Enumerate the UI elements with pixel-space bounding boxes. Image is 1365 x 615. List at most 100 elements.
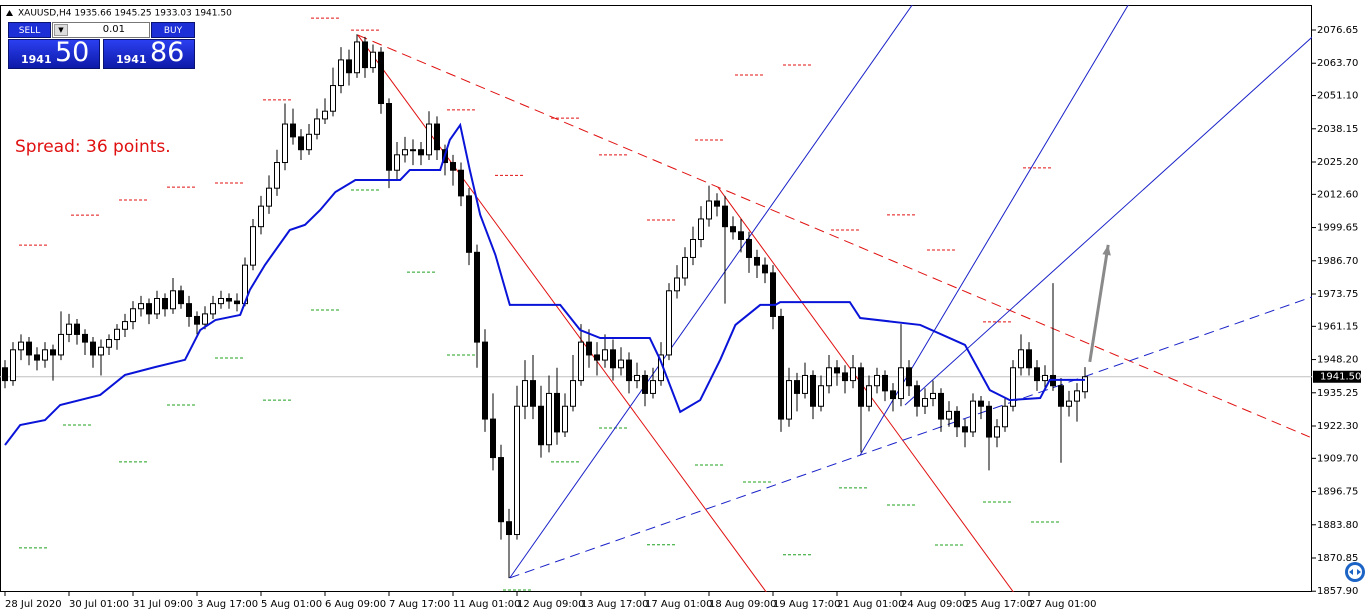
candle-body [994,426,1000,438]
candle-body [322,110,328,120]
candle-body [202,313,208,325]
candle-body [690,238,696,258]
candle-body [530,380,536,407]
candle-body [1018,349,1024,369]
candle-body [938,392,944,420]
candle-body [890,390,896,400]
x-tick-label: 25 Aug 17:00 [965,599,1032,610]
trendline [509,5,913,579]
candle-body [122,321,128,330]
candle-body [754,256,760,266]
candle-body [1010,367,1016,407]
trendline [904,36,1312,406]
candle-body [130,308,136,323]
candle-body [930,392,936,400]
candle-body [786,380,792,420]
candle-body [1002,405,1008,428]
candle-body [154,298,160,315]
bid-price-box[interactable]: 1941 50 [8,37,100,69]
bid-label-box [1313,370,1361,383]
candle-body [570,380,576,407]
candle-body [10,349,16,382]
candle-body [506,521,512,536]
candle-body [218,298,224,305]
lot-input[interactable]: ▼ 0.01 [52,22,150,38]
y-tick-label: 1883.80 [1317,520,1358,531]
x-tick-label: 30 Jul 01:00 [69,599,129,610]
y-tick-label: 1870.85 [1317,553,1358,564]
candle-body [338,59,344,87]
candle-body [106,339,112,348]
x-tick-label: 17 Aug 01:00 [645,599,712,610]
candle-body [82,333,88,343]
lot-dropdown[interactable]: ▼ [54,24,68,36]
candle-body [370,51,376,69]
candle-body [874,374,880,387]
y-tick-label: 1935.25 [1317,388,1358,399]
candle-body [50,349,56,356]
candle-body [330,85,336,112]
candle-body [594,354,600,361]
candle-body [354,41,360,74]
ask-pips: 86 [150,37,185,68]
candle-body [210,303,216,315]
candle-body [458,169,464,197]
candle-body [682,256,688,279]
indicator-line [4,122,1085,446]
candle-body [978,400,984,407]
candle-body [282,123,288,164]
candle-body [674,277,680,292]
candle-body [474,251,480,343]
trendline [859,5,1129,456]
candle-body [498,457,504,523]
x-tick-label: 27 Aug 01:00 [1029,599,1096,610]
ask-main: 1941 [116,53,147,66]
collapse-icon[interactable] [6,10,13,16]
candle-body [738,231,744,240]
plot-area [0,5,1312,592]
remote-icon-arrows [1349,569,1361,575]
lot-value[interactable]: 0.01 [102,24,125,35]
ask-price-box[interactable]: 1941 86 [103,37,195,69]
candle-body [226,298,232,302]
y-tick-label: 1896.75 [1317,487,1358,498]
y-tick-label: 2038.15 [1317,124,1358,135]
candle-body [170,290,176,310]
candle-body [842,372,848,382]
sell-button[interactable]: SELL [8,22,51,38]
candle-body [522,380,528,407]
candle-body [74,323,80,335]
candle-body [906,367,912,387]
candle-body [258,205,264,228]
candle-body [618,359,624,369]
x-tick-label: 19 Aug 17:00 [773,599,840,610]
arrow-head [1102,244,1111,256]
candle-body [946,410,952,420]
candle-body [778,315,784,420]
candle-body [650,380,656,394]
candle-body [418,149,424,156]
trendline [509,296,1312,579]
candle-body [578,341,584,382]
candle-body [1074,390,1080,402]
candle-body [362,41,368,69]
candle-body [58,333,64,356]
arrow-shaft [1088,244,1110,363]
buy-button[interactable]: BUY [151,22,195,38]
candle-body [770,272,776,317]
candle-body [586,341,592,356]
bid-main: 1941 [21,53,52,66]
candle-body [562,405,568,433]
remote-icon-inner [1348,565,1362,579]
candle-body [730,226,736,233]
candle-body [314,118,320,135]
candle-body [146,303,152,315]
y-tick-label: 2012.60 [1317,189,1358,200]
candle-body [826,367,832,387]
candle-body [298,136,304,151]
candle-body [834,367,840,374]
candle-body [1082,376,1088,393]
x-tick-label: 5 Aug 01:00 [261,599,322,610]
candle-body [394,154,400,171]
